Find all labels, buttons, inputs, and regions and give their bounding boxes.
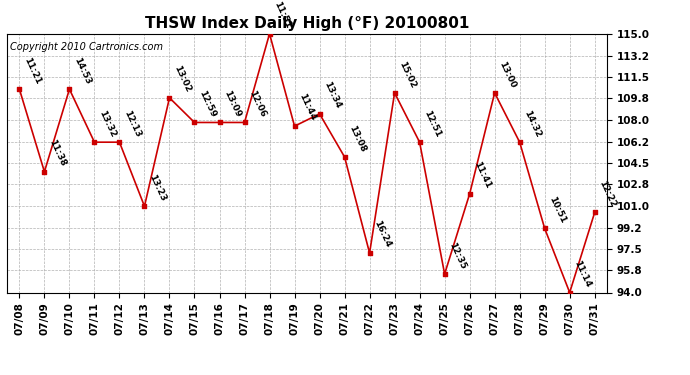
- Text: 11:14: 11:14: [572, 259, 593, 289]
- Point: [364, 250, 375, 256]
- Text: 15:02: 15:02: [397, 60, 417, 89]
- Text: 12:22: 12:22: [598, 179, 618, 209]
- Point: [489, 90, 500, 96]
- Text: 12:51: 12:51: [422, 109, 442, 138]
- Point: [39, 169, 50, 175]
- Text: 12:59: 12:59: [197, 89, 217, 119]
- Text: 14:53: 14:53: [72, 56, 92, 86]
- Point: [539, 225, 550, 231]
- Text: 13:02: 13:02: [172, 64, 193, 94]
- Point: [514, 139, 525, 145]
- Text: 13:32: 13:32: [97, 109, 117, 138]
- Point: [414, 139, 425, 145]
- Point: [189, 120, 200, 126]
- Text: 13:09: 13:09: [222, 89, 242, 119]
- Text: 11:38: 11:38: [47, 138, 67, 168]
- Point: [214, 120, 225, 126]
- Point: [14, 86, 25, 92]
- Point: [389, 90, 400, 96]
- Text: 13:08: 13:08: [347, 124, 367, 153]
- Text: 12:06: 12:06: [247, 89, 267, 119]
- Text: 12:35: 12:35: [447, 241, 467, 270]
- Text: 13:34: 13:34: [322, 80, 342, 110]
- Text: 12:13: 12:13: [122, 109, 142, 138]
- Point: [314, 111, 325, 117]
- Text: 11:44: 11:44: [297, 93, 317, 123]
- Point: [464, 191, 475, 197]
- Text: Copyright 2010 Cartronics.com: Copyright 2010 Cartronics.com: [10, 42, 163, 51]
- Text: 11:51: 11:51: [272, 0, 293, 30]
- Point: [114, 139, 125, 145]
- Point: [564, 290, 575, 296]
- Text: 14:32: 14:32: [522, 109, 542, 138]
- Text: 10:51: 10:51: [547, 195, 567, 225]
- Title: THSW Index Daily High (°F) 20100801: THSW Index Daily High (°F) 20100801: [145, 16, 469, 31]
- Text: 13:00: 13:00: [497, 60, 518, 89]
- Point: [439, 271, 450, 277]
- Point: [289, 123, 300, 129]
- Text: 13:23: 13:23: [147, 173, 167, 202]
- Text: 16:24: 16:24: [372, 219, 393, 249]
- Point: [339, 154, 350, 160]
- Point: [164, 95, 175, 101]
- Point: [139, 203, 150, 209]
- Point: [239, 120, 250, 126]
- Text: 11:41: 11:41: [472, 160, 493, 190]
- Text: 11:21: 11:21: [22, 56, 42, 86]
- Point: [589, 209, 600, 215]
- Point: [264, 31, 275, 37]
- Point: [64, 86, 75, 92]
- Point: [89, 139, 100, 145]
